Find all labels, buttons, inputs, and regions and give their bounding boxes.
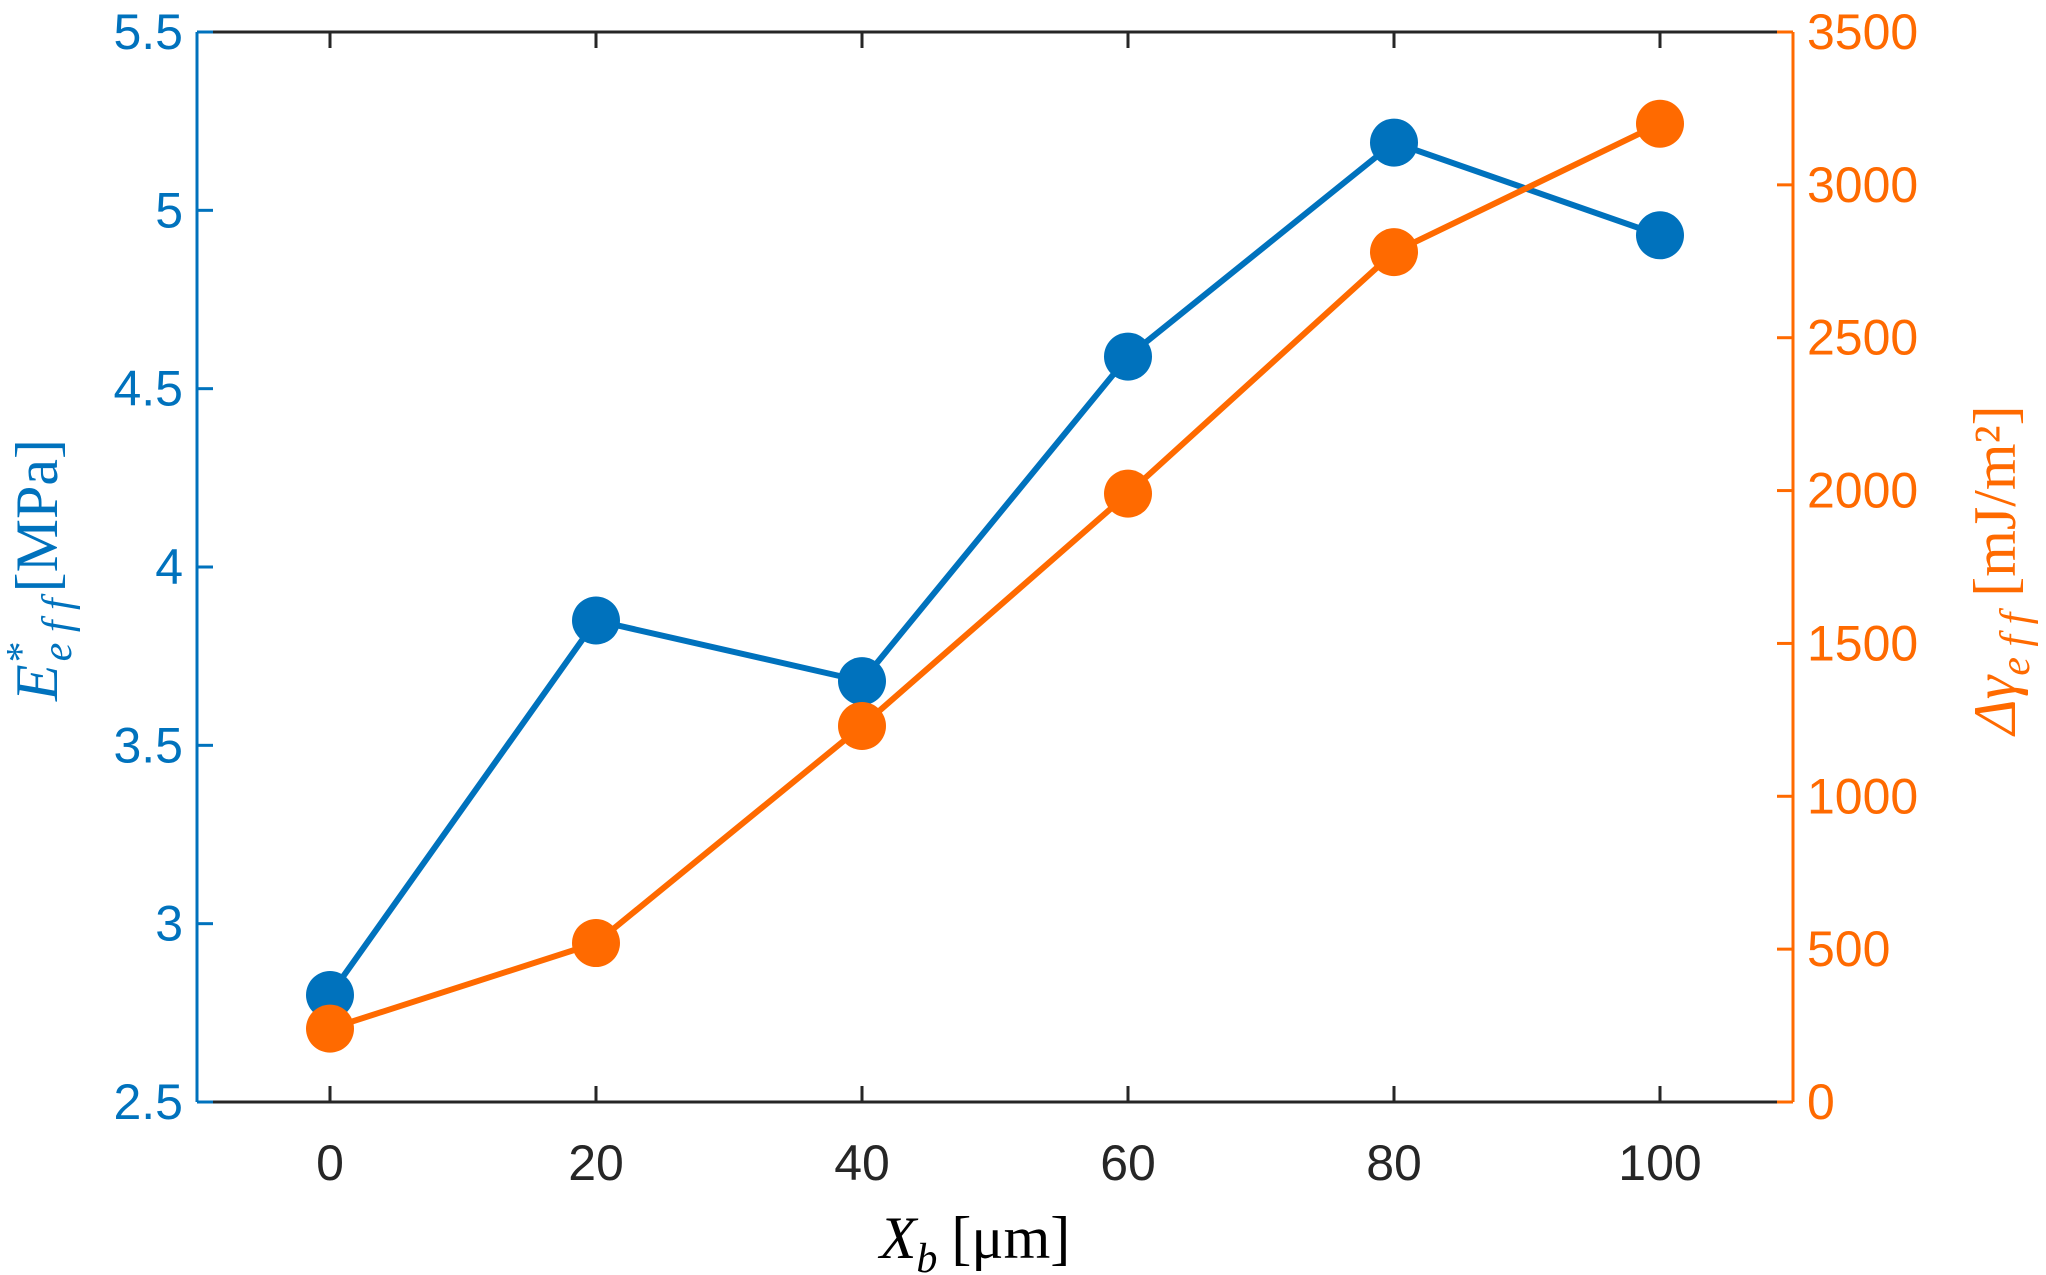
axes: 0 20 40 60 80 100 2.5 3 3.5 4 4.5 5 5.5 0 500 1000 1500 2…: [113, 4, 1918, 1191]
x-axis-label-unit: [μm]: [951, 1205, 1070, 1271]
right-tick-label: 2000: [1807, 463, 1918, 519]
series-eeff-point: [1104, 332, 1152, 381]
series-dgamma-line: [329, 121, 1662, 1032]
x-tick-label: 60: [1100, 1135, 1156, 1191]
axis-labels: Xb [μm] E*e f f[MPa] Δγe f f[mJ/m²]: [0, 405, 2039, 1275]
right-tick-label: 1000: [1807, 768, 1918, 824]
left-tick-label: 4: [155, 539, 183, 595]
left-axis-label-sup: *: [0, 643, 45, 664]
x-tick-label: 40: [834, 1135, 890, 1191]
series-dgamma-point: [1636, 99, 1684, 148]
series-eeff-point: [306, 971, 354, 1019]
series-dgamma-point: [838, 701, 886, 750]
series-dgamma-point: [1104, 469, 1152, 518]
right-tick-label: 500: [1807, 921, 1890, 977]
left-axis-label-main: E: [4, 664, 70, 702]
series-eeff-point: [838, 657, 886, 706]
right-axis-label-unit: [mJ/m²]: [1962, 405, 2028, 596]
left-tick-label: 4.5: [113, 361, 183, 417]
left-tick-label: 2.5: [113, 1074, 183, 1130]
x-axis-label-sub: b: [916, 1236, 937, 1275]
right-axis-label-main: Δγ: [1962, 674, 2028, 736]
right-tick-label: 3000: [1807, 157, 1918, 213]
series-eeff-point: [1636, 211, 1684, 260]
x-axis-label: Xb [μm]: [878, 1205, 1070, 1275]
left-tick-label: 5: [155, 182, 183, 238]
series-eeff: [306, 118, 1684, 1019]
x-tick-label: 20: [568, 1135, 624, 1191]
right-tick-label: 3500: [1807, 4, 1918, 60]
left-axis-label-unit: [MPa]: [4, 439, 70, 592]
left-tick-label: 3: [155, 896, 183, 952]
right-axis-label-sub: e f f: [1993, 607, 2039, 675]
series-eeff-line: [327, 139, 1661, 997]
left-tick-label: 5.5: [113, 4, 183, 60]
series-dgamma-point: [572, 919, 620, 968]
series-eeff-point: [572, 596, 620, 645]
right-axis-label: Δγe f f [mJ/m²]: [1962, 405, 2039, 736]
x-tick-label: 0: [316, 1135, 344, 1191]
x-tick-label: 80: [1366, 1135, 1422, 1191]
series-eeff-point: [1370, 118, 1418, 167]
right-tick-label: 1500: [1807, 615, 1918, 671]
x-tick-label: 100: [1618, 1135, 1701, 1191]
left-tick-label: 3.5: [113, 717, 183, 773]
x-axis-label-main: X: [878, 1205, 919, 1271]
series-dgamma-point: [306, 1004, 354, 1053]
series-dgamma-point: [1370, 228, 1418, 277]
left-axis-label-sub: e f f: [35, 593, 81, 661]
series-dgamma: [306, 99, 1684, 1053]
left-axis-label: E*e f f[MPa]: [0, 439, 81, 702]
right-tick-label: 2500: [1807, 310, 1918, 366]
series-layer: [306, 99, 1684, 1053]
right-tick-label: 0: [1807, 1074, 1835, 1130]
